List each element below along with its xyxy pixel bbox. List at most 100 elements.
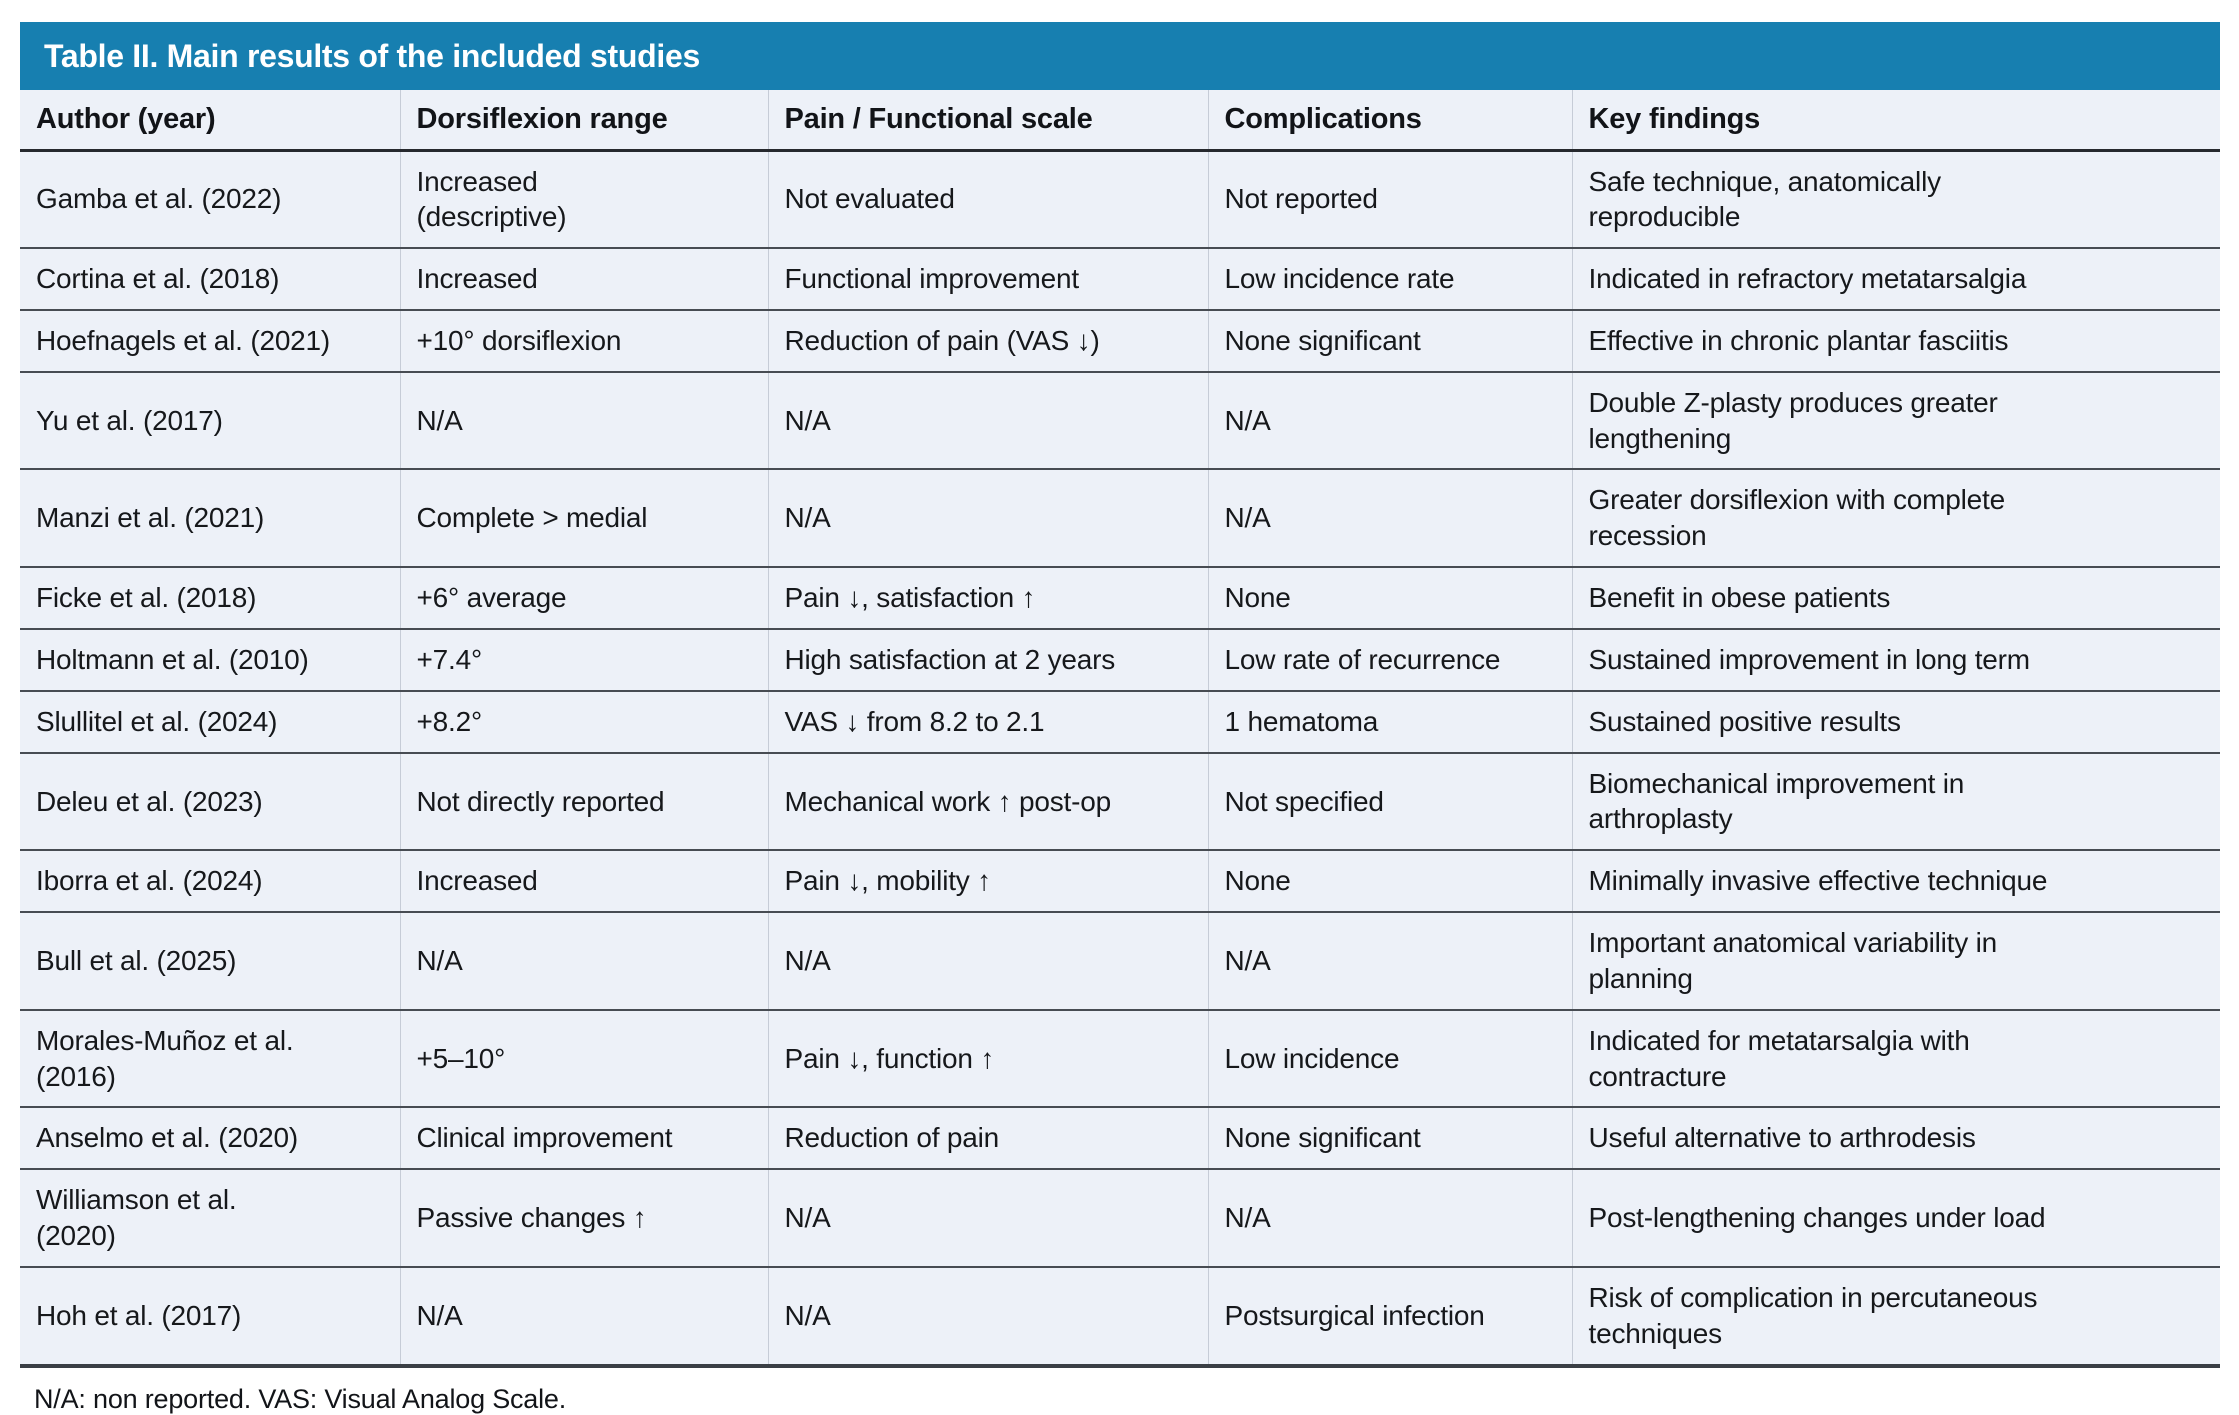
complications-cell: None significant — [1207, 1106, 1572, 1170]
key-findings-cell: Greater dorsiflexion with complete reces… — [1571, 468, 2220, 568]
table-row: Hoh et al. (2017) N/A N/A Postsurgical i… — [20, 1265, 2220, 1366]
table-footnote: N/A: non reported. VAS: Visual Analog Sc… — [34, 1383, 567, 1414]
complications-cell: Low incidence — [1207, 1008, 1572, 1108]
pain-cell: N/A — [767, 468, 1208, 568]
key-findings-cell: Effective in chronic plantar fasciitis — [1571, 308, 2220, 372]
dorsiflexion-cell: Passive changes ↑ — [399, 1168, 768, 1267]
dorsiflexion-cell: N/A — [399, 1265, 768, 1366]
complications-cell: None significant — [1207, 308, 1572, 372]
column-header-complications: Complications — [1207, 90, 1572, 152]
pain-cell: N/A — [767, 1265, 1208, 1366]
key-findings-cell: Biomechanical improvement in arthroplast… — [1571, 751, 2220, 851]
complications-cell: N/A — [1207, 468, 1572, 568]
author-cell: Anselmo et al. (2020) — [20, 1106, 400, 1170]
pain-cell: Reduction of pain — [767, 1106, 1208, 1170]
pain-cell: Not evaluated — [767, 150, 1208, 249]
key-findings-cell: Double Z-plasty produces greater lengthe… — [1571, 370, 2220, 470]
dorsiflexion-cell: N/A — [399, 911, 768, 1010]
complications-cell: Low rate of recurrence — [1207, 627, 1572, 691]
author-cell: Morales-Muñoz et al. (2016) — [20, 1008, 400, 1108]
dorsiflexion-cell: Increased — [399, 849, 768, 913]
key-findings-cell: Indicated in refractory metatarsalgia — [1571, 247, 2220, 310]
pain-cell: Pain ↓, satisfaction ↑ — [767, 566, 1208, 629]
dorsiflexion-cell: +6° average — [399, 566, 768, 629]
key-findings-cell: Sustained improvement in long term — [1571, 627, 2220, 691]
dorsiflexion-cell: Not directly reported — [399, 751, 768, 851]
author-cell: Hoefnagels et al. (2021) — [20, 308, 400, 372]
author-cell: Slullitel et al. (2024) — [20, 689, 400, 753]
author-cell: Yu et al. (2017) — [20, 370, 400, 470]
pain-cell: Mechanical work ↑ post-op — [767, 751, 1208, 851]
table-row: Slullitel et al. (2024) +8.2° VAS ↓ from… — [20, 689, 2220, 753]
author-cell: Ficke et al. (2018) — [20, 566, 400, 629]
column-header-dorsiflexion: Dorsiflexion range — [399, 90, 768, 152]
column-header-key-findings: Key findings — [1571, 90, 2220, 152]
complications-cell: Not reported — [1207, 150, 1572, 249]
dorsiflexion-cell: Increased — [399, 247, 768, 310]
complications-cell: 1 hematoma — [1207, 689, 1572, 753]
complications-cell: None — [1207, 566, 1572, 629]
pain-cell: N/A — [767, 1168, 1208, 1267]
table-title-bar: Table II. Main results of the included s… — [20, 22, 2220, 90]
complications-cell: N/A — [1207, 1168, 1572, 1267]
dorsiflexion-cell: +10° dorsiflexion — [399, 308, 768, 372]
dorsiflexion-cell: +8.2° — [399, 689, 768, 753]
key-findings-cell: Benefit in obese patients — [1571, 566, 2220, 629]
table-header: Author (year) Dorsiflexion range Pain / … — [20, 90, 2220, 152]
author-cell: Williamson et al. (2020) — [20, 1168, 400, 1267]
pain-cell: N/A — [767, 370, 1208, 470]
table-row: Hoefnagels et al. (2021) +10° dorsiflexi… — [20, 308, 2220, 372]
table-row: Deleu et al. (2023) Not directly reporte… — [20, 751, 2220, 851]
table-title: Table II. Main results of the included s… — [44, 37, 700, 74]
dorsiflexion-cell: N/A — [399, 370, 768, 470]
dorsiflexion-cell: +5–10° — [399, 1008, 768, 1108]
author-cell: Manzi et al. (2021) — [20, 468, 400, 568]
dorsiflexion-cell: Clinical improvement — [399, 1106, 768, 1170]
pain-cell: VAS ↓ from 8.2 to 2.1 — [767, 689, 1208, 753]
author-cell: Iborra et al. (2024) — [20, 849, 400, 913]
pain-cell: Functional improvement — [767, 247, 1208, 310]
author-cell: Cortina et al. (2018) — [20, 247, 400, 310]
table-row: Anselmo et al. (2020) Clinical improveme… — [20, 1106, 2220, 1170]
complications-cell: Postsurgical infection — [1207, 1265, 1572, 1366]
table-row: Cortina et al. (2018) Increased Function… — [20, 247, 2220, 310]
pain-cell: Pain ↓, function ↑ — [767, 1008, 1208, 1108]
table-row: Williamson et al. (2020) Passive changes… — [20, 1168, 2220, 1267]
column-header-pain: Pain / Functional scale — [767, 90, 1208, 152]
author-cell: Bull et al. (2025) — [20, 911, 400, 1010]
table-row: Gamba et al. (2022) Increased (descripti… — [20, 150, 2220, 249]
key-findings-cell: Minimally invasive effective technique — [1571, 849, 2220, 913]
author-cell: Holtmann et al. (2010) — [20, 627, 400, 691]
column-header-author: Author (year) — [20, 90, 400, 152]
author-cell: Gamba et al. (2022) — [36, 183, 282, 215]
complications-cell: Low incidence rate — [1207, 247, 1572, 310]
table-body: Gamba et al. (2022) Increased (descripti… — [20, 150, 2220, 1366]
pain-cell: Reduction of pain (VAS ↓) — [767, 308, 1208, 372]
complications-cell: N/A — [1207, 911, 1572, 1010]
key-findings-cell: Safe technique, anatomically reproducibl… — [1571, 150, 2220, 249]
table-row: Iborra et al. (2024) Increased Pain ↓, m… — [20, 849, 2220, 913]
dorsiflexion-cell: Complete > medial — [399, 468, 768, 568]
complications-cell: N/A — [1207, 370, 1572, 470]
complications-cell: Not specified — [1207, 751, 1572, 851]
table-row: Ficke et al. (2018) +6° average Pain ↓, … — [20, 566, 2220, 629]
author-cell: Hoh et al. (2017) — [20, 1265, 400, 1366]
table-row: Morales-Muñoz et al. (2016) +5–10° Pain … — [20, 1008, 2220, 1108]
key-findings-cell: Post-lengthening changes under load — [1571, 1168, 2220, 1267]
key-findings-cell: Important anatomical variability in plan… — [1571, 911, 2220, 1010]
complications-cell: None — [1207, 849, 1572, 913]
key-findings-cell: Risk of complication in percutaneous tec… — [1571, 1265, 2220, 1366]
table-row: Manzi et al. (2021) Complete > medial N/… — [20, 468, 2220, 568]
results-table: Author (year) Dorsiflexion range Pain / … — [20, 90, 2220, 1368]
key-findings-cell: Indicated for metatarsalgia with contrac… — [1571, 1008, 2220, 1108]
author-cell: Deleu et al. (2023) — [20, 751, 400, 851]
table-row: Yu et al. (2017) N/A N/A N/A Double Z-pl… — [20, 370, 2220, 470]
dorsiflexion-cell: Increased (descriptive) — [399, 150, 768, 249]
pain-cell: N/A — [767, 911, 1208, 1010]
table-row: Bull et al. (2025) N/A N/A N/A Important… — [20, 911, 2220, 1010]
key-findings-cell: Useful alternative to arthrodesis — [1571, 1106, 2220, 1170]
table-row: Holtmann et al. (2010) +7.4° High satisf… — [20, 627, 2220, 691]
pain-cell: Pain ↓, mobility ↑ — [767, 849, 1208, 913]
key-findings-cell: Sustained positive results — [1571, 689, 2220, 753]
